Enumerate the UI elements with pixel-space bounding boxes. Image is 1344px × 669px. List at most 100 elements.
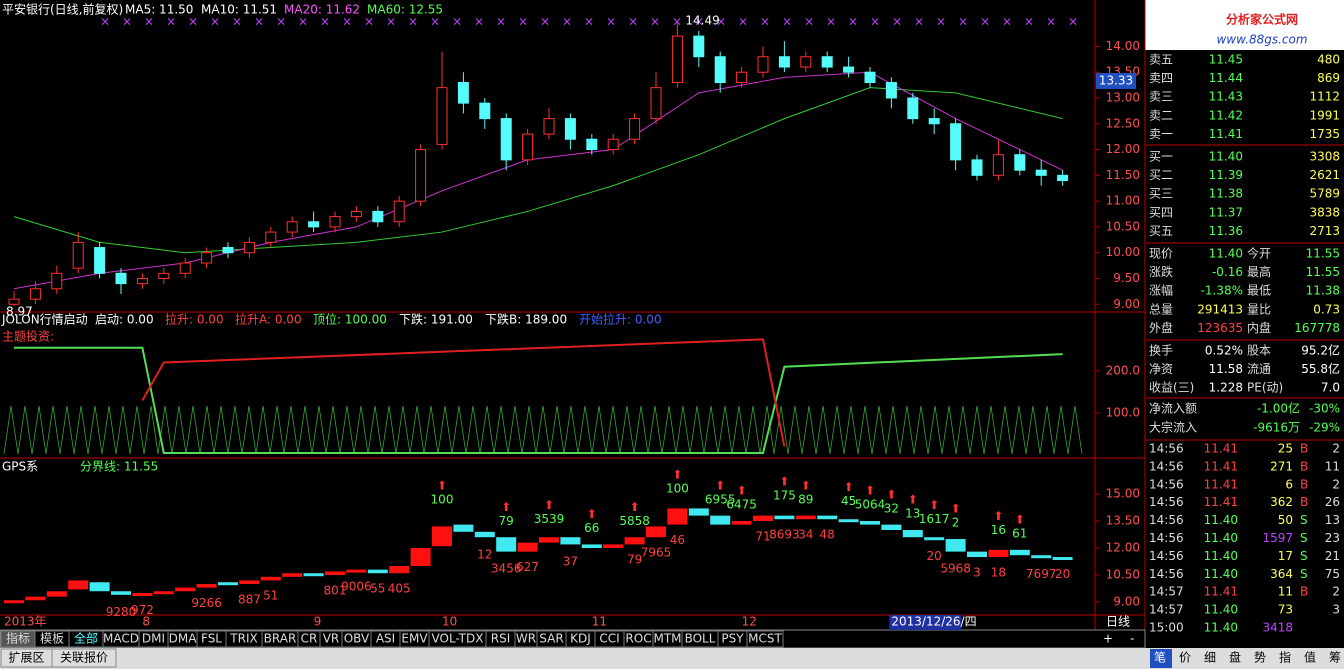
candle-body xyxy=(586,138,598,151)
book-volume: 3308 xyxy=(1309,150,1340,164)
footer-tab[interactable]: 指 xyxy=(1279,650,1291,665)
book-label: 买四 xyxy=(1149,205,1173,219)
tick-price: 11.40 xyxy=(1204,549,1238,563)
gps-top-label: 5858 xyxy=(619,514,650,528)
tab-label[interactable]: VOL-TDX xyxy=(432,632,484,646)
gps-bar xyxy=(175,587,196,592)
date-label: 8 xyxy=(142,615,150,629)
tick-side: B xyxy=(1300,585,1308,599)
tick-volume: 362 xyxy=(1270,495,1293,509)
ind-item: 下跌: 191.00 xyxy=(399,312,473,327)
candle-body xyxy=(671,35,683,84)
gps-bar xyxy=(111,591,131,595)
candle-body xyxy=(415,149,427,202)
gps-bottom-label: 3 xyxy=(973,565,981,579)
footer-tab[interactable]: 值 xyxy=(1304,650,1316,665)
tab-label[interactable]: DMA xyxy=(169,632,198,646)
footer-tab[interactable]: 盘 xyxy=(1229,650,1241,665)
tab-label[interactable]: EMV xyxy=(401,632,428,646)
stat-value: 291413 xyxy=(1197,302,1243,316)
tab-label[interactable]: WR xyxy=(516,632,536,646)
footer-tab-active[interactable] xyxy=(1150,649,1172,668)
cursor-date: 2013/12/26/四 xyxy=(891,615,976,629)
tab-label[interactable]: 全部 xyxy=(74,631,98,646)
tab-label[interactable]: MACD xyxy=(103,632,139,646)
marker: × xyxy=(540,15,550,29)
tab-label[interactable]: 模板 xyxy=(40,632,64,646)
gps-top-label: 1617 xyxy=(919,512,950,526)
gps-arrow: ⬆ xyxy=(715,478,725,492)
footer-tab[interactable]: 势 xyxy=(1254,651,1266,665)
gps-bottom-label: 37 xyxy=(563,555,578,569)
tab-label[interactable]: TRIX xyxy=(229,632,257,646)
tab-label[interactable]: BOLL xyxy=(685,632,716,646)
date-label: 9 xyxy=(314,615,322,629)
tick-side: B xyxy=(1300,495,1308,509)
candle-body xyxy=(329,216,341,228)
candle-body xyxy=(693,35,705,58)
book-price: 11.40 xyxy=(1209,150,1243,164)
zoom-in[interactable]: + xyxy=(1103,632,1113,646)
tab-label[interactable]: ASI xyxy=(376,632,395,646)
tab-label[interactable]: KDJ xyxy=(570,632,591,646)
gps-bottom-label: 20 xyxy=(927,549,942,563)
bottom-tab-label[interactable]: 扩展区 xyxy=(8,651,44,665)
footer-tab[interactable]: 笔 xyxy=(1154,650,1166,665)
gps-top-label: 100 xyxy=(666,482,689,496)
footer-tab[interactable]: 细 xyxy=(1204,651,1216,665)
tab-label[interactable]: RSI xyxy=(491,632,511,646)
tab-label[interactable]: 指标 xyxy=(6,631,30,646)
stat-label: 最低 xyxy=(1247,284,1271,298)
tab-label[interactable]: CCI xyxy=(599,632,619,646)
tab-label[interactable]: DMI xyxy=(142,632,165,646)
gps-bottom-label: 71 xyxy=(755,529,770,543)
candle-body xyxy=(393,200,405,223)
tick-price: 11.41 xyxy=(1204,585,1238,599)
gps-bar xyxy=(795,515,816,520)
gps-arrow: ⬆ xyxy=(886,487,896,501)
gps-bottom-label: 887 xyxy=(238,592,261,606)
tick-side: S xyxy=(1300,567,1308,581)
y-tick-label: 10.50 xyxy=(1106,568,1140,582)
ind-title: JOLON行情启动 xyxy=(1,313,88,327)
tick-volume: 3418 xyxy=(1262,621,1293,635)
gps-bottom-label: 405 xyxy=(388,582,411,596)
stat-label: 量比 xyxy=(1247,302,1271,316)
tab-label[interactable]: MTM xyxy=(653,632,681,646)
gps-bar xyxy=(132,593,153,597)
candle-body xyxy=(650,87,662,120)
tab-label[interactable]: MCST xyxy=(748,632,782,646)
gps-top-label: 6955 xyxy=(705,492,736,506)
candle-body xyxy=(179,262,191,274)
flow-pct: -29% xyxy=(1309,421,1340,435)
gps-bar xyxy=(603,544,624,549)
tab-label[interactable]: SAR xyxy=(539,632,563,646)
tab-label[interactable]: ROC xyxy=(625,632,651,646)
tab-label[interactable]: BRAR xyxy=(264,632,297,646)
stat-label: 总量 xyxy=(1149,302,1173,316)
tab-label[interactable]: FSL xyxy=(201,632,222,646)
marker: × xyxy=(650,15,660,29)
gps-bottom-label: 9006 xyxy=(341,580,372,594)
flow-label: 净流入额 xyxy=(1149,402,1197,416)
stat-label: 净资 xyxy=(1149,362,1173,376)
zoom-out[interactable]: - xyxy=(1130,632,1134,646)
gps-bar xyxy=(1009,549,1030,556)
tab-label[interactable]: PSY xyxy=(721,632,744,646)
book-volume: 1735 xyxy=(1309,127,1340,141)
gps-bar xyxy=(389,566,410,574)
tab-label[interactable]: VR xyxy=(323,632,340,646)
tab-label[interactable]: OBV xyxy=(344,632,370,646)
bottom-tab-label[interactable]: 关联报价 xyxy=(60,650,108,665)
tab[interactable] xyxy=(746,630,784,648)
candle-body xyxy=(971,159,983,176)
footer-tab[interactable]: 价 xyxy=(1179,651,1191,665)
tab-label[interactable]: CR xyxy=(301,632,318,646)
footer-tab[interactable]: 筹 xyxy=(1329,651,1341,665)
gps-bar xyxy=(753,515,773,522)
marker: × xyxy=(320,15,330,29)
stat-value: -0.16 xyxy=(1212,265,1243,279)
tick-count: 23 xyxy=(1325,531,1340,545)
bottom-tab[interactable] xyxy=(51,648,117,668)
gps-bar xyxy=(539,537,559,543)
